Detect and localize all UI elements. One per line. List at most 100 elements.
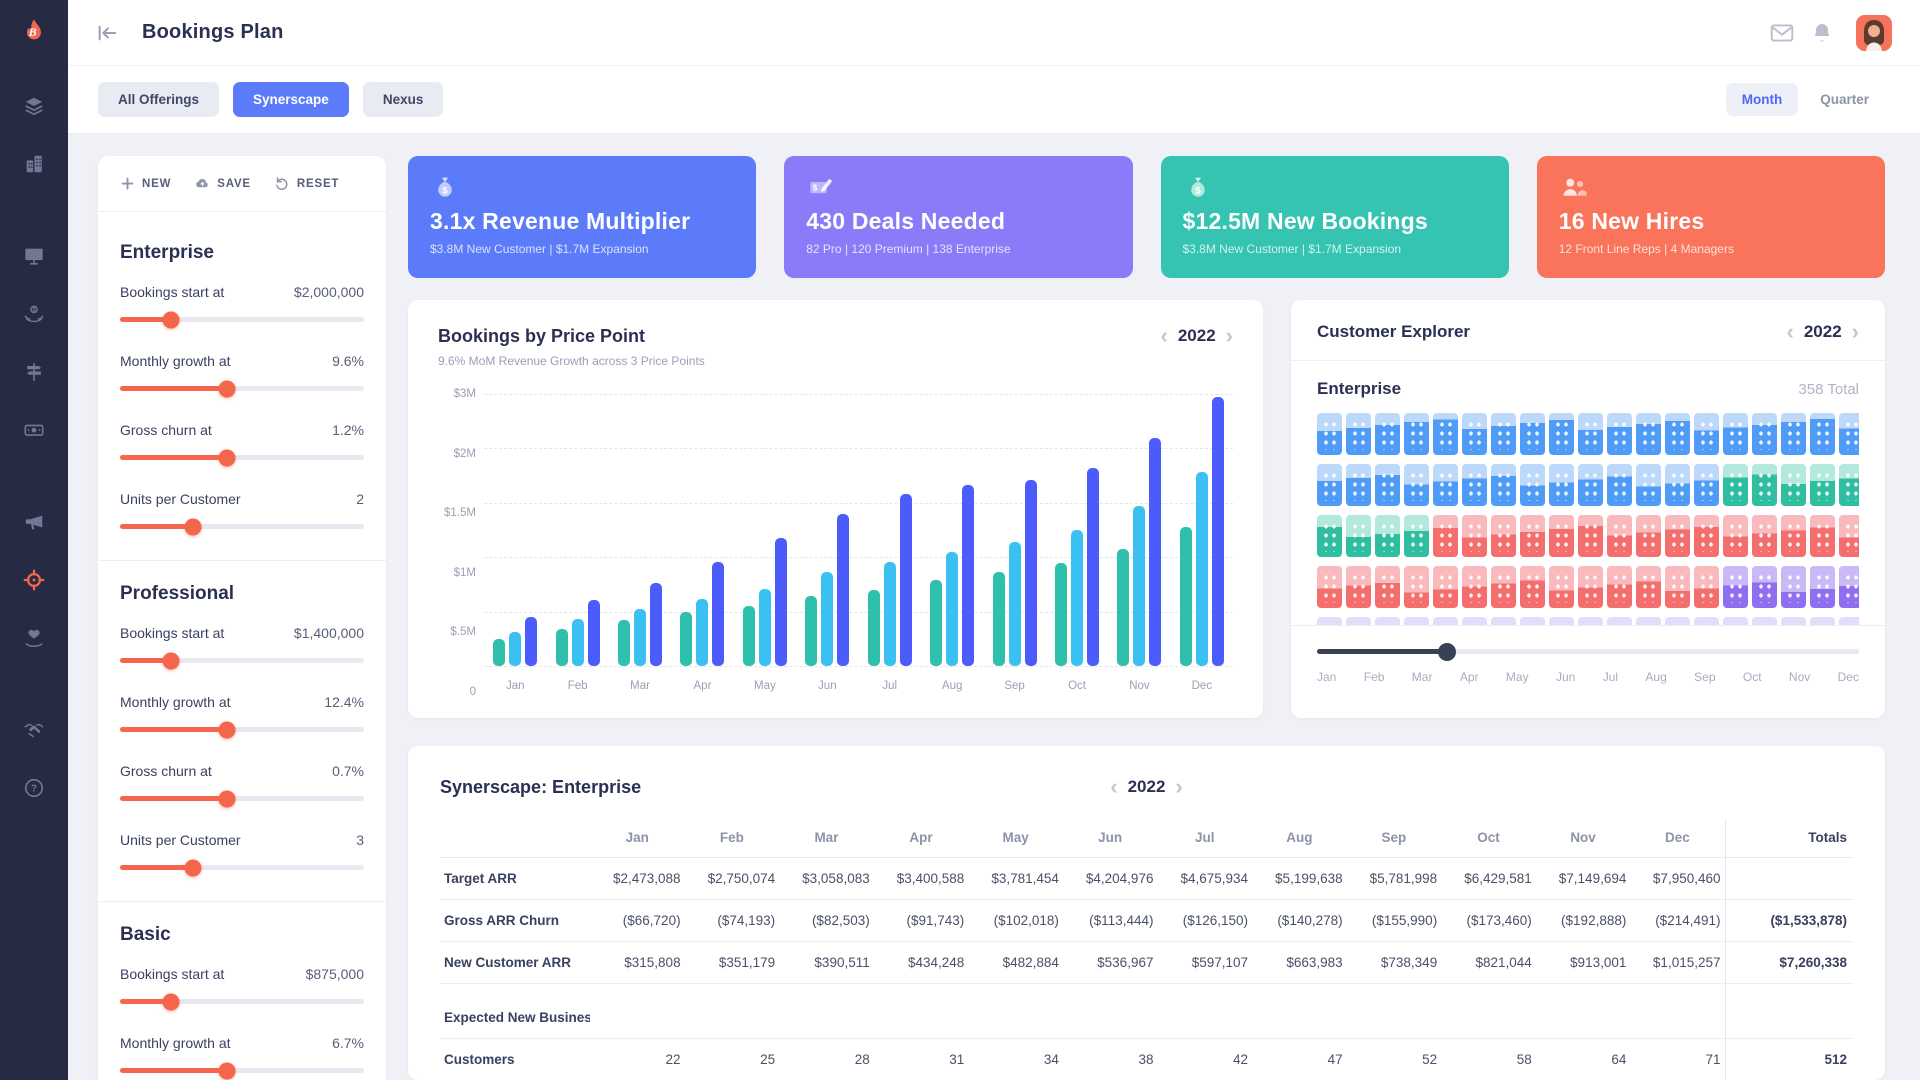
bar-basic-jun[interactable] — [805, 596, 818, 666]
bar-professional-jul[interactable] — [883, 561, 896, 666]
customer-building[interactable] — [1346, 464, 1371, 506]
customer-building[interactable] — [1810, 566, 1835, 608]
customer-building[interactable] — [1520, 617, 1545, 625]
slider-thumb[interactable] — [162, 311, 180, 328]
customer-building[interactable] — [1636, 515, 1661, 557]
customer-building[interactable] — [1375, 617, 1400, 625]
customer-building[interactable] — [1549, 566, 1574, 608]
control-slider[interactable] — [120, 652, 364, 669]
customer-building[interactable] — [1607, 464, 1632, 506]
control-slider[interactable] — [120, 380, 364, 397]
bar-professional-dec[interactable] — [1195, 472, 1208, 666]
customer-building[interactable] — [1520, 515, 1545, 557]
customer-building[interactable] — [1636, 464, 1661, 506]
customer-building[interactable] — [1346, 566, 1371, 608]
customer-building[interactable] — [1694, 515, 1719, 557]
customer-building[interactable] — [1433, 566, 1458, 608]
customer-building[interactable] — [1665, 566, 1690, 608]
customer-building[interactable] — [1520, 464, 1545, 506]
customer-building[interactable] — [1781, 413, 1806, 455]
kpi-card-2[interactable]: $430 Deals Needed 82 Pro | 120 Premium | … — [784, 156, 1133, 278]
customer-building[interactable] — [1781, 566, 1806, 608]
customer-building[interactable] — [1810, 464, 1835, 506]
bar-basic-nov[interactable] — [1117, 548, 1130, 666]
customer-building[interactable] — [1491, 464, 1516, 506]
customer-building[interactable] — [1404, 515, 1429, 557]
slider-thumb[interactable] — [1438, 642, 1457, 661]
customer-building[interactable] — [1839, 464, 1859, 506]
bar-basic-may[interactable] — [742, 606, 755, 666]
bar-enterprise-sep[interactable] — [1024, 479, 1037, 666]
slider-thumb[interactable] — [218, 1062, 236, 1079]
slider-thumb[interactable] — [184, 859, 202, 876]
customer-building[interactable] — [1694, 617, 1719, 625]
bar-enterprise-nov[interactable] — [1149, 437, 1162, 666]
customer-building[interactable] — [1781, 464, 1806, 506]
control-slider[interactable] — [120, 518, 364, 535]
customer-building[interactable] — [1752, 464, 1777, 506]
customer-building[interactable] — [1810, 515, 1835, 557]
control-slider[interactable] — [120, 721, 364, 738]
customer-building[interactable] — [1375, 464, 1400, 506]
customer-building[interactable] — [1433, 413, 1458, 455]
customer-building[interactable] — [1317, 413, 1342, 455]
mail-icon[interactable] — [1762, 13, 1802, 53]
bar-enterprise-dec[interactable] — [1211, 396, 1224, 666]
back-arrow-icon[interactable] — [90, 16, 124, 50]
customer-building[interactable] — [1665, 515, 1690, 557]
kpi-card-3[interactable]: $ $12.5M New Bookings $3.8M New Customer |… — [1160, 156, 1509, 278]
customer-building[interactable] — [1462, 413, 1487, 455]
sidebar-item-monitor[interactable] — [14, 238, 54, 278]
bar-basic-feb[interactable] — [555, 629, 568, 666]
customer-building[interactable] — [1520, 413, 1545, 455]
sidebar-item-buildings[interactable] — [14, 146, 54, 186]
chart-next-year-icon[interactable]: › — [1225, 323, 1233, 348]
customer-building[interactable] — [1317, 617, 1342, 625]
bar-enterprise-aug[interactable] — [962, 485, 975, 666]
bar-professional-apr[interactable] — [696, 598, 709, 666]
customer-building[interactable] — [1665, 464, 1690, 506]
bar-professional-mar[interactable] — [634, 609, 647, 666]
customer-building[interactable] — [1404, 413, 1429, 455]
customer-building[interactable] — [1578, 566, 1603, 608]
explorer-next-year-icon[interactable]: › — [1851, 319, 1859, 344]
customer-building[interactable] — [1636, 617, 1661, 625]
customer-building[interactable] — [1839, 515, 1859, 557]
customer-building[interactable] — [1491, 413, 1516, 455]
sidebar-item-megaphone[interactable] — [14, 504, 54, 544]
explorer-month-slider[interactable] — [1317, 642, 1859, 661]
customer-building[interactable] — [1549, 617, 1574, 625]
bar-enterprise-feb[interactable] — [587, 599, 600, 666]
bar-enterprise-oct[interactable] — [1087, 467, 1099, 666]
reset-button[interactable]: RESET — [275, 176, 339, 191]
bar-basic-mar[interactable] — [618, 620, 631, 666]
customer-building[interactable] — [1491, 566, 1516, 608]
customer-building[interactable] — [1694, 566, 1719, 608]
customer-building[interactable] — [1404, 617, 1429, 625]
customer-building[interactable] — [1491, 617, 1516, 625]
customer-building[interactable] — [1752, 515, 1777, 557]
customer-building[interactable] — [1694, 464, 1719, 506]
customer-building[interactable] — [1520, 566, 1545, 608]
kpi-card-1[interactable]: $3.1x Revenue Multiplier $3.8M New Custom… — [408, 156, 757, 278]
bar-professional-aug[interactable] — [946, 551, 959, 666]
chart-prev-year-icon[interactable]: ‹ — [1160, 323, 1168, 348]
save-button[interactable]: SAVE — [195, 176, 251, 191]
customer-building[interactable] — [1462, 617, 1487, 625]
customer-building[interactable] — [1752, 413, 1777, 455]
customer-building[interactable] — [1317, 515, 1342, 557]
control-slider[interactable] — [120, 1062, 364, 1079]
customer-building[interactable] — [1549, 413, 1574, 455]
control-slider[interactable] — [120, 449, 364, 466]
bar-basic-aug[interactable] — [930, 580, 943, 666]
bar-basic-dec[interactable] — [1179, 526, 1192, 666]
customer-building[interactable] — [1462, 515, 1487, 557]
customer-building[interactable] — [1636, 566, 1661, 608]
customer-building[interactable] — [1665, 413, 1690, 455]
bar-enterprise-jun[interactable] — [837, 513, 850, 666]
sidebar-item-help[interactable]: ? — [14, 770, 54, 810]
customer-building[interactable] — [1375, 566, 1400, 608]
slider-thumb[interactable] — [218, 721, 236, 738]
tab-all-offerings[interactable]: All Offerings — [98, 82, 220, 117]
sidebar-item-signpost[interactable] — [14, 354, 54, 394]
